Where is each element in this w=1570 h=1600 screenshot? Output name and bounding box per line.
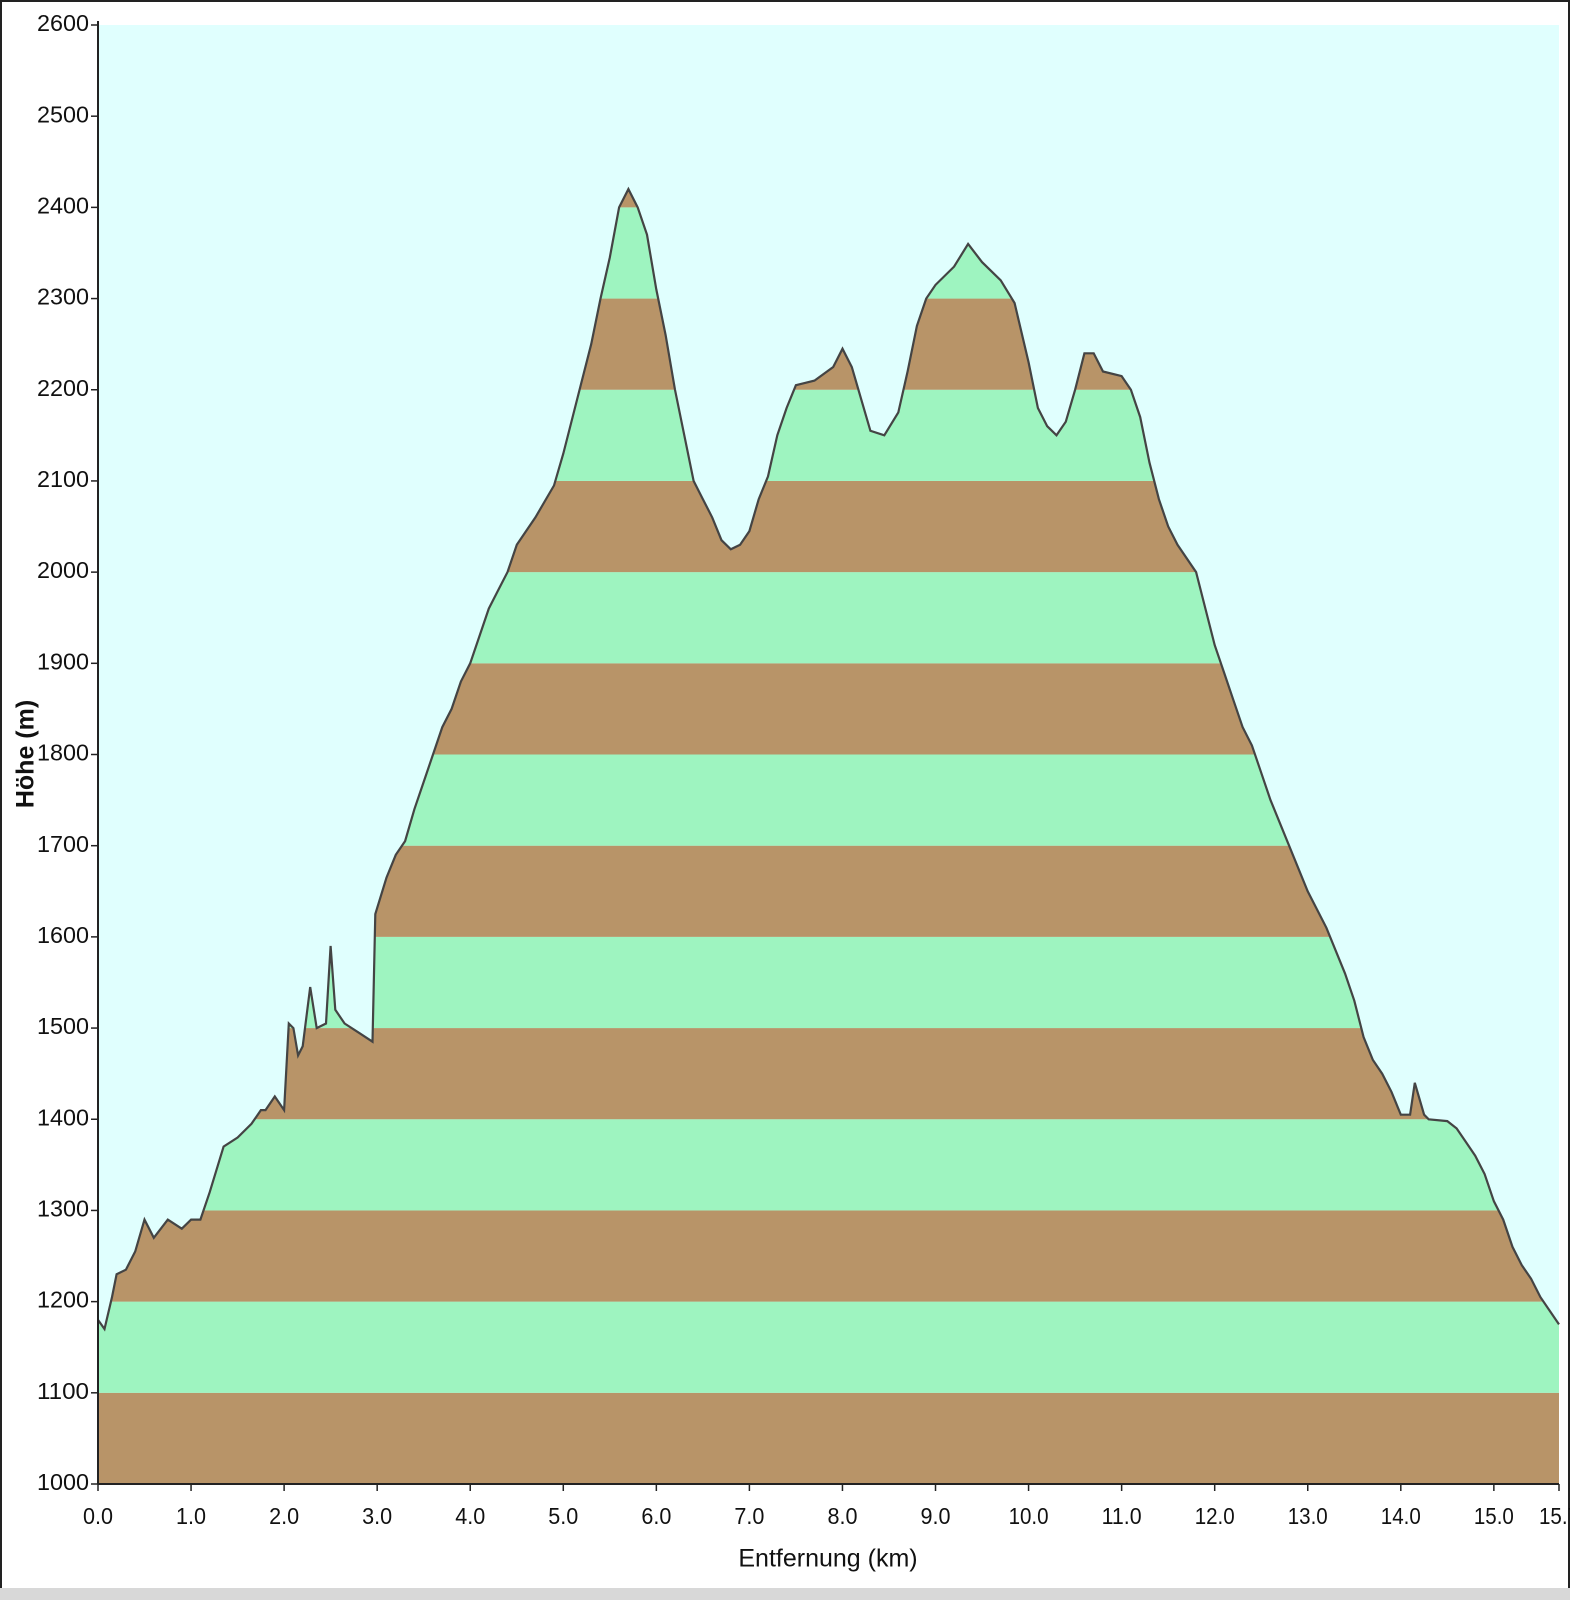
- y-axis-title: Höhe (m): [12, 700, 40, 808]
- band: [98, 1028, 1559, 1120]
- band: [98, 1210, 1559, 1302]
- y-tick-label: 2400: [37, 192, 89, 218]
- y-tick-label: 1400: [37, 1104, 89, 1130]
- x-tick-label: 3.0: [362, 1503, 392, 1529]
- x-tick-label: 4.0: [455, 1503, 485, 1529]
- x-axis-title: Entfernung (km): [738, 1545, 917, 1573]
- x-tick-label: 8.0: [827, 1503, 857, 1529]
- band: [98, 1392, 1559, 1484]
- y-tick-label: 1200: [37, 1287, 89, 1313]
- band: [98, 1119, 1559, 1211]
- band: [98, 1301, 1559, 1393]
- x-tick-label: 15.7: [1539, 1503, 1570, 1529]
- y-tick-label: 1800: [37, 740, 89, 766]
- x-tick-label: 1.0: [176, 1503, 206, 1529]
- status-bar: [0, 1588, 1570, 1600]
- x-tick-label: 12.0: [1195, 1503, 1235, 1529]
- y-tick-label: 1700: [37, 831, 89, 857]
- y-tick-label: 1300: [37, 1196, 89, 1222]
- y-tick-label: 1600: [37, 922, 89, 948]
- y-tick-label: 2600: [37, 10, 89, 36]
- x-tick-label: 7.0: [734, 1503, 764, 1529]
- x-tick-label: 15.0: [1474, 1503, 1514, 1529]
- y-tick-label: 1900: [37, 648, 89, 674]
- x-tick-label: 10.0: [1009, 1503, 1049, 1529]
- y-tick-label: 2000: [37, 557, 89, 583]
- x-tick-label: 11.0: [1102, 1503, 1142, 1529]
- x-tick-label: 13.0: [1288, 1503, 1328, 1529]
- x-tick-label: 2.0: [269, 1503, 299, 1529]
- elevation-line: [97, 186, 1560, 1332]
- x-tick-label: 14.0: [1381, 1503, 1421, 1529]
- y-tick-label: 1000: [37, 1469, 89, 1495]
- x-tick-label: 0.0: [83, 1503, 113, 1529]
- x-tick-label: 6.0: [641, 1503, 671, 1529]
- x-tick-label: 5.0: [548, 1503, 578, 1529]
- y-tick-label: 1500: [37, 1013, 89, 1039]
- y-tick-label: 1100: [37, 1378, 89, 1404]
- y-tick-label: 2200: [37, 375, 89, 401]
- y-tick-label: 2500: [37, 101, 89, 127]
- y-tick-label: 2100: [37, 466, 89, 492]
- y-tick-label: 2300: [37, 284, 89, 310]
- x-tick-label: 9.0: [921, 1503, 951, 1529]
